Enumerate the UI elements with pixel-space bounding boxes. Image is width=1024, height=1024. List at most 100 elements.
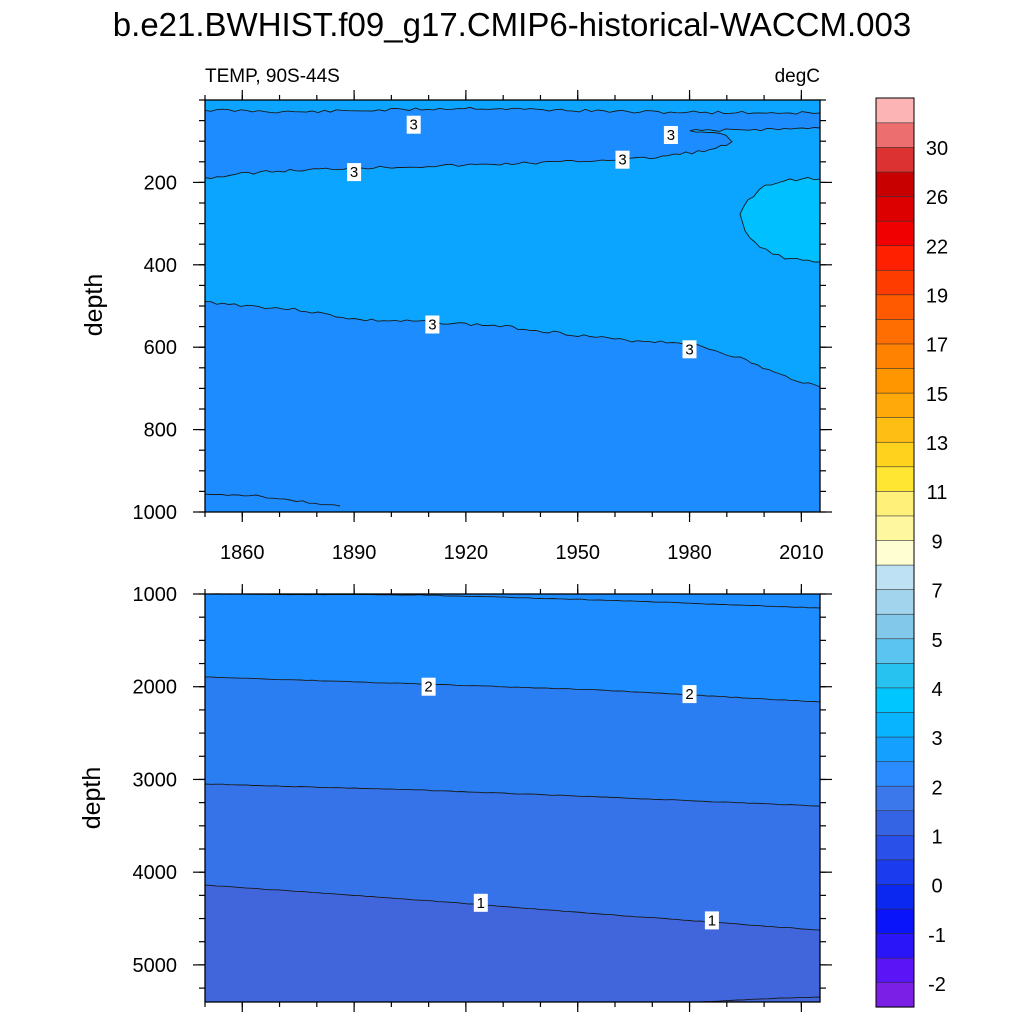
y-tick-label: 1000: [133, 584, 178, 606]
contour-label-box: [682, 685, 697, 704]
contour-line: [204, 783, 820, 807]
colorbar-box: [875, 466, 915, 492]
colorbar-box: [875, 613, 915, 640]
colorbar-box: [875, 122, 915, 148]
y-tick-label: 400: [144, 255, 177, 277]
contour-line: [204, 106, 821, 115]
colorbar-box: [875, 589, 915, 615]
contour-label-box: [406, 115, 421, 134]
contour-label-2: 1: [473, 893, 488, 912]
colorbar-box: [875, 97, 915, 124]
colorbar-box: [875, 171, 915, 197]
colorbar-box: [875, 638, 915, 664]
colorbar-box: [875, 908, 915, 934]
colorbar-label: 7: [931, 581, 942, 603]
contour-label-3: 1: [704, 911, 719, 930]
contour-label-2: 3: [347, 163, 362, 182]
colorbar-label: 11: [927, 482, 948, 504]
colorbar-box: [875, 195, 915, 222]
colorbar-box: [875, 957, 915, 984]
colorbar-label: 22: [926, 236, 948, 258]
x-tick-label: 1890: [332, 542, 377, 564]
contour-label-text: 3: [410, 117, 418, 134]
lower-frame: [204, 593, 821, 1003]
colorbar-box: [875, 441, 915, 468]
colorbar-label: 2: [931, 777, 942, 799]
colorbar-box: [875, 490, 915, 517]
contour-label-box: [663, 126, 678, 144]
contour-label-text: 2: [685, 686, 693, 703]
contour-label-text: 3: [350, 164, 358, 181]
contour-label-box: [421, 677, 436, 696]
contour-label-4: 3: [425, 315, 440, 334]
warm-pocket-fill: [740, 177, 820, 262]
colorbar-box: [875, 245, 915, 271]
colorbar-box: [875, 883, 915, 910]
contour-label-box: [615, 150, 630, 169]
colorbar-box: [875, 539, 915, 566]
colorbar-box: [875, 711, 915, 738]
colorbar-box: [875, 834, 915, 861]
colorbar-label: 13: [926, 433, 948, 455]
colorbar: 30 26 22 19 17 15 13 11 9 7 5 4 3 2 1 0 -1 -2: [875, 97, 948, 1008]
colorbar-box: [875, 220, 915, 247]
x-tick-label: 1950: [555, 542, 600, 564]
colorbar-box: [875, 269, 915, 296]
y-axis-label-lower: depth: [78, 767, 106, 830]
colorbar-box: [875, 343, 915, 369]
contour-label-text: 1: [708, 912, 716, 929]
y-tick-label: 1000: [133, 502, 178, 524]
y-tick-label: 600: [144, 337, 177, 359]
colorbar-label: 4: [931, 679, 942, 701]
colorbar-box: [875, 392, 915, 418]
colorbar-label: 3: [931, 728, 942, 750]
colorbar-label: 5: [931, 630, 942, 652]
contour-label-5: 3: [682, 340, 697, 359]
colorbar-box: [875, 417, 915, 443]
y-tick-label: 4000: [133, 862, 178, 884]
colorbar-box: [875, 318, 915, 345]
units-label: degC: [775, 66, 820, 87]
colorbar-label: 0: [931, 876, 942, 898]
colorbar-box: [875, 662, 915, 689]
colorbar-box: [875, 932, 915, 959]
y-tick-label: 800: [144, 420, 177, 442]
colorbar-box: [875, 564, 915, 590]
colorbar-box: [875, 515, 915, 541]
contour-label-1: 2: [682, 685, 697, 704]
contour-label-text: 3: [685, 341, 693, 358]
y-tick-label: 3000: [133, 769, 178, 791]
colorbar-box: [875, 294, 915, 320]
colorbar-label: 19: [926, 286, 948, 308]
shallow-tongue-fill: [205, 114, 820, 179]
contour-line: [699, 996, 821, 1003]
contour-line: [204, 301, 821, 388]
colorbar-box: [875, 810, 915, 836]
contour-line: [204, 593, 821, 609]
colorbar-box: [875, 736, 915, 762]
contour-label-3: 3: [615, 150, 630, 169]
contour-label-box: [473, 893, 488, 912]
colorbar-frame: [875, 97, 915, 1008]
contour-label-text: 3: [618, 152, 626, 169]
y-tick-label: 2000: [133, 677, 178, 699]
variable-region-label: TEMP, 90S-44S: [205, 66, 340, 87]
contour-label-text: 3: [667, 127, 675, 144]
contour-line: [205, 676, 821, 703]
colorbar-box: [875, 859, 915, 885]
colorbar-label: 30: [926, 138, 948, 160]
colorbar-box: [875, 982, 915, 1008]
colorbar-label: 15: [926, 384, 948, 406]
colorbar-label: 17: [926, 335, 948, 357]
contour-label-1: 3: [663, 126, 678, 144]
contour-label-box: [682, 340, 697, 359]
deep-band-fill: [205, 301, 820, 512]
x-tick-label: 1920: [444, 542, 489, 564]
colorbar-label: 26: [926, 187, 948, 209]
colorbar-box: [875, 687, 915, 713]
x-tick-label: 1860: [220, 542, 265, 564]
figure-title: b.e21.BWHIST.f09_g17.CMIP6-historical-WA…: [113, 6, 911, 43]
y-tick-label: 5000: [133, 955, 178, 977]
contour-line: [204, 493, 341, 507]
